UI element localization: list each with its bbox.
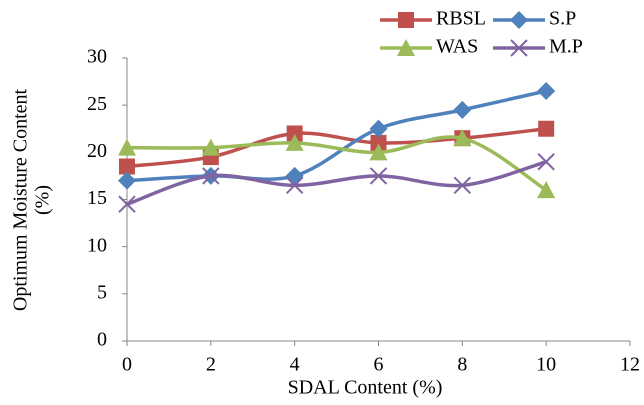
legend-marker bbox=[510, 39, 528, 57]
marker bbox=[118, 195, 136, 213]
marker bbox=[369, 143, 388, 161]
marker bbox=[369, 119, 388, 138]
series-line bbox=[126, 135, 548, 192]
x-tick-label: 4 bbox=[290, 354, 300, 376]
x-tick-label: 6 bbox=[374, 354, 384, 376]
x-tick-label: 8 bbox=[457, 354, 467, 376]
legend-label: WAS bbox=[436, 36, 478, 58]
legend-marker bbox=[510, 11, 528, 29]
marker bbox=[285, 133, 304, 151]
marker bbox=[453, 100, 472, 119]
marker bbox=[201, 138, 220, 156]
y-axis-title: Optimum Moisture Content bbox=[10, 88, 32, 311]
y-tick-label: 30 bbox=[87, 46, 107, 68]
marker bbox=[202, 167, 220, 185]
y-tick-label: 15 bbox=[87, 187, 107, 209]
legend-label: M.P bbox=[549, 36, 583, 58]
y-tick-label: 20 bbox=[87, 140, 107, 162]
legend-label: RBSL bbox=[436, 8, 486, 30]
legend-label: S.P bbox=[549, 8, 576, 30]
marker bbox=[537, 181, 556, 199]
marker bbox=[453, 176, 472, 195]
x-axis-title: SDAL Content (%) bbox=[288, 377, 443, 399]
x-tick-label: 2 bbox=[206, 354, 216, 376]
y-tick-label: 10 bbox=[87, 234, 107, 256]
marker bbox=[370, 134, 387, 151]
marker bbox=[537, 153, 555, 171]
marker bbox=[369, 167, 388, 185]
x-tick-label: 0 bbox=[122, 354, 132, 376]
x-tick-label: 10 bbox=[536, 354, 556, 376]
y-axis-title: (%) bbox=[32, 185, 54, 215]
y-tick-label: 25 bbox=[87, 93, 107, 115]
marker bbox=[453, 129, 472, 147]
series-line bbox=[126, 160, 547, 206]
legend-marker bbox=[397, 39, 415, 56]
marker bbox=[286, 125, 303, 142]
marker bbox=[537, 82, 556, 101]
marker bbox=[285, 166, 304, 185]
y-tick-label: 5 bbox=[97, 281, 107, 303]
marker bbox=[118, 171, 136, 190]
legend-marker bbox=[398, 12, 414, 28]
y-tick-label: 0 bbox=[97, 329, 107, 351]
x-tick-label: 12 bbox=[620, 354, 640, 376]
marker bbox=[538, 120, 555, 137]
marker bbox=[119, 158, 135, 175]
series-line bbox=[126, 127, 547, 169]
marker bbox=[118, 138, 136, 156]
marker bbox=[285, 176, 304, 195]
